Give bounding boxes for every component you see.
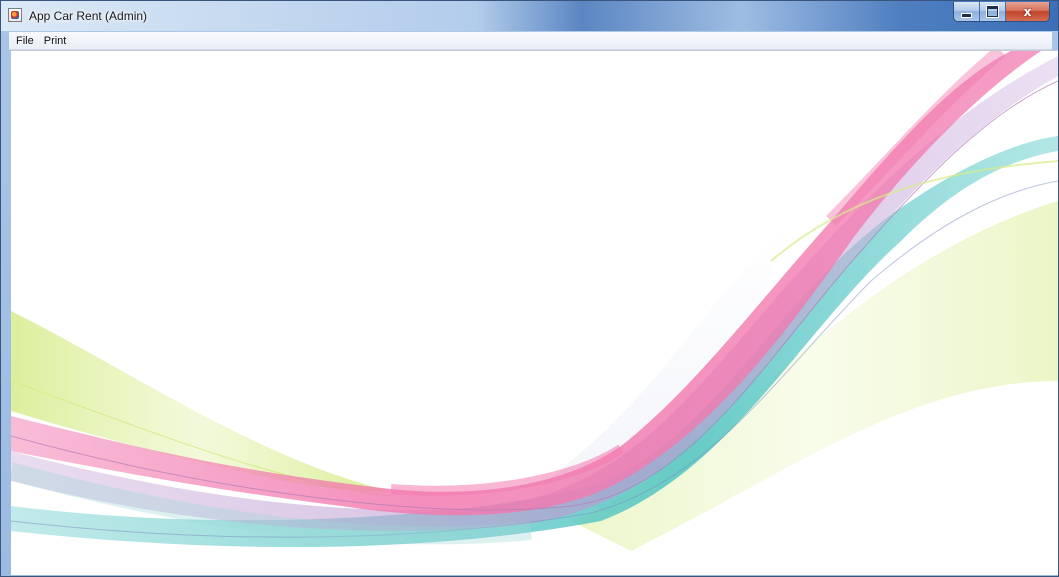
menu-bar: File Print	[9, 32, 1052, 50]
minimize-icon	[961, 12, 972, 18]
maximize-button[interactable]	[980, 2, 1006, 21]
window-title: App Car Rent (Admin)	[29, 9, 148, 23]
menu-print[interactable]: Print	[43, 34, 67, 47]
maximize-icon	[987, 6, 998, 17]
close-button[interactable]: x	[1006, 2, 1049, 21]
title-bar[interactable]: App Car Rent (Admin) x	[1, 1, 1058, 31]
main-content-area	[11, 50, 1058, 575]
window-controls: x	[953, 2, 1050, 22]
menu-file[interactable]: File	[16, 34, 34, 47]
java-app-icon[interactable]	[8, 8, 22, 22]
close-icon: x	[1023, 4, 1032, 19]
minimize-button[interactable]	[954, 2, 980, 21]
abstract-wave-background	[11, 51, 1058, 551]
